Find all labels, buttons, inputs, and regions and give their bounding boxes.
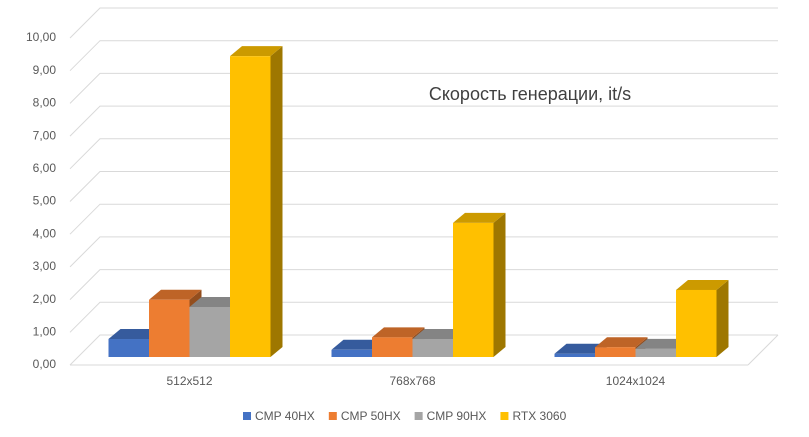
bar-front <box>189 306 230 357</box>
y-tick-label: 1,00 <box>33 324 57 338</box>
bar-top <box>372 327 425 338</box>
y-tick-label: 5,00 <box>33 194 57 208</box>
y-tick-label: 4,00 <box>33 226 57 240</box>
bar-top <box>149 289 202 300</box>
bar-side <box>493 212 506 357</box>
bar-front <box>331 349 372 357</box>
grid-line <box>69 269 778 300</box>
bar-top <box>230 46 283 57</box>
grid-line <box>69 40 778 72</box>
bar-top <box>595 337 648 348</box>
grid-line <box>69 301 778 333</box>
grid-line <box>69 72 778 104</box>
bar-top <box>108 329 161 340</box>
x-tick-label: 768x768 <box>389 374 435 388</box>
y-tick-label: 10,00 <box>26 30 56 44</box>
bar <box>676 279 729 357</box>
bar-front <box>635 348 676 357</box>
grid-line <box>69 334 778 366</box>
floor-edge <box>747 334 779 366</box>
legend-swatch <box>328 412 337 420</box>
bar-top <box>554 343 607 354</box>
bar-front <box>554 353 595 357</box>
legend-label: CMP 50HX <box>341 409 401 423</box>
bar-front <box>108 339 149 357</box>
bar-top <box>412 329 465 340</box>
bar-front <box>230 56 271 357</box>
y-tick-label: 9,00 <box>33 63 57 77</box>
bar-top <box>189 296 242 307</box>
x-tick-label: 1024x1024 <box>606 374 666 388</box>
grid-line <box>69 203 778 235</box>
y-tick-label: 3,00 <box>33 259 57 273</box>
y-tick-label: 8,00 <box>33 96 57 110</box>
legend-label: CMP 40HX <box>255 409 315 423</box>
legend-swatch <box>243 412 251 420</box>
bar-side <box>270 46 283 357</box>
bar-top <box>635 338 688 349</box>
grid-line <box>69 7 778 39</box>
y-tick-label: 6,00 <box>33 161 57 175</box>
bar-top <box>676 279 729 290</box>
grid-line <box>69 138 778 170</box>
legend-label: RTX 3060 <box>512 409 566 423</box>
bar-front <box>412 339 453 357</box>
grid-line <box>69 171 778 202</box>
y-tick-label: 2,00 <box>33 292 57 306</box>
bar-front <box>595 347 636 357</box>
bar-front <box>372 337 413 357</box>
bar-top <box>331 339 384 350</box>
bar-front <box>149 299 190 357</box>
y-tick-label: 7,00 <box>33 128 57 142</box>
bar-front <box>676 289 717 357</box>
x-tick-label: 512x512 <box>166 374 212 388</box>
y-tick-label: 0,00 <box>33 357 57 371</box>
grid-line <box>69 236 778 268</box>
legend-swatch <box>500 412 509 420</box>
legend-swatch <box>414 412 423 420</box>
chart-title: Скорость генерации, it/s <box>429 84 631 104</box>
bar-top <box>453 212 506 223</box>
grid <box>69 7 779 366</box>
bar <box>453 212 506 357</box>
legend-label: CMP 90HX <box>427 409 487 423</box>
bar <box>230 46 283 357</box>
bar-side <box>716 279 729 357</box>
grid-line <box>69 105 778 137</box>
bar-front <box>453 222 494 357</box>
